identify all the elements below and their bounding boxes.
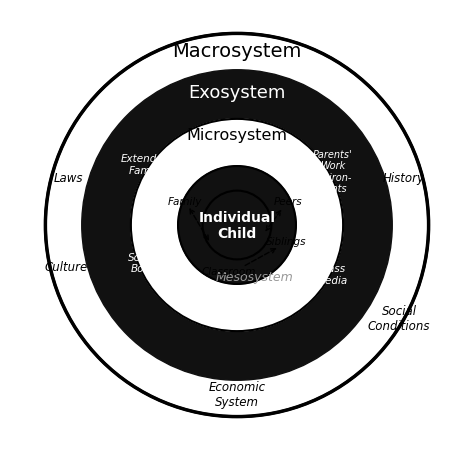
Text: Individual
Child: Individual Child (199, 211, 275, 240)
Text: Family: Family (168, 197, 202, 207)
Text: Mass
Media: Mass Media (317, 264, 348, 285)
Text: Classroom: Classroom (202, 267, 256, 276)
Text: Social
Conditions: Social Conditions (368, 305, 430, 332)
Text: School
Board: School Board (128, 252, 163, 274)
Text: Laws: Laws (53, 172, 83, 185)
Circle shape (202, 191, 272, 260)
Text: History: History (383, 172, 425, 185)
Circle shape (131, 120, 343, 331)
Circle shape (82, 71, 392, 380)
Text: Siblings: Siblings (266, 236, 306, 246)
Text: Macrosystem: Macrosystem (173, 41, 301, 60)
Text: Microsystem: Microsystem (186, 128, 288, 143)
Text: Exosystem: Exosystem (188, 84, 286, 102)
Text: Culture: Culture (45, 260, 88, 273)
Text: Neighborhoods: Neighborhoods (203, 311, 283, 321)
Text: Mesosystem: Mesosystem (216, 270, 293, 283)
Text: Parents'
Work
Environ-
ments: Parents' Work Environ- ments (312, 149, 353, 194)
Circle shape (178, 167, 296, 284)
Text: Peers: Peers (274, 197, 302, 207)
Text: Economic
System: Economic System (209, 380, 265, 408)
Text: Extended
Family: Extended Family (121, 154, 170, 175)
Circle shape (46, 34, 428, 417)
